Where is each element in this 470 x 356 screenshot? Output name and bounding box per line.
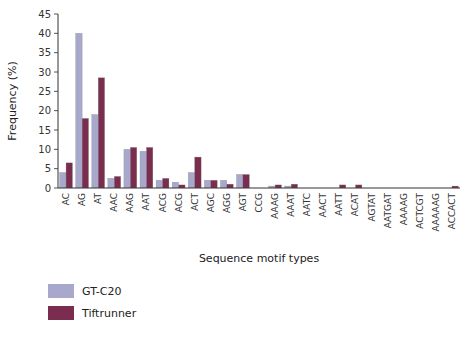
y-axis [58, 14, 59, 188]
legend-swatch [48, 306, 74, 320]
bar [130, 147, 136, 188]
legend: GT-C20 Tiftrunner [48, 284, 137, 320]
x-axis [58, 188, 460, 189]
bar [172, 182, 178, 188]
legend-label: Tiftrunner [81, 307, 137, 320]
y-tick-label: 40 [38, 28, 51, 39]
bar [211, 180, 217, 188]
y-tick-label: 0 [45, 183, 51, 194]
bar [82, 118, 88, 188]
x-axis-label: Sequence motif types [199, 252, 320, 265]
bar [163, 178, 169, 188]
bar [60, 173, 66, 188]
y-tick [54, 110, 58, 111]
bar [114, 176, 120, 188]
bar [76, 33, 82, 188]
x-tick-label: CCG [254, 193, 264, 213]
y-tick [54, 91, 58, 92]
bar [195, 157, 201, 188]
bar [188, 173, 194, 188]
x-tick-label: ACT [190, 192, 200, 210]
y-tick [54, 52, 58, 53]
x-tick-label: AAAAAG [431, 193, 441, 232]
x-tick-label: AAC [109, 193, 119, 212]
bar [124, 149, 130, 188]
x-tick-label: ACTCGT [415, 193, 425, 229]
x-tick-label: AAG [125, 193, 135, 212]
bar [243, 174, 249, 188]
bar [92, 115, 98, 188]
y-tick [54, 149, 58, 150]
y-tick [54, 72, 58, 73]
bar [66, 163, 72, 188]
x-tick-label: AATGAT [383, 193, 393, 229]
y-tick [54, 168, 58, 169]
bar [98, 78, 104, 188]
x-tick-label: AGC [206, 193, 216, 212]
y-tick [54, 188, 58, 189]
bar [220, 180, 226, 188]
bar [227, 184, 233, 188]
bar [140, 151, 146, 188]
y-axis-label: Frequency (%) [6, 61, 19, 140]
x-tick-label: AAAG [270, 193, 280, 219]
bar [291, 184, 297, 188]
bar [236, 174, 242, 188]
x-tick-label: ACAT [350, 193, 360, 217]
bar [108, 178, 114, 188]
x-tick-label: AG [77, 193, 87, 206]
y-tick [54, 33, 58, 34]
x-tick-label: AGTAT [367, 192, 377, 221]
bars [60, 33, 459, 188]
legend-label: GT-C20 [82, 285, 122, 298]
bar [146, 147, 152, 188]
chart: 0 5 10 15 20 25 30 35 40 45 AC AG AT AAC AAG AAT ACG ACG A… [0, 0, 470, 356]
x-tick-label: AGT [238, 193, 248, 212]
x-tick-label: ACCACT [447, 193, 457, 230]
y-tick-label: 20 [38, 105, 51, 116]
x-tick-label: ACG [174, 193, 184, 212]
bar [156, 180, 162, 188]
y-tick-label: 15 [38, 125, 51, 136]
x-tick-label: ACG [158, 193, 168, 212]
x-tick-label: AC [61, 193, 71, 205]
y-tick-label: 30 [38, 67, 51, 78]
x-tick-label: AT [93, 193, 103, 204]
x-tick-label: AAAT [286, 193, 296, 217]
x-tick-label: AAAAG [399, 193, 409, 225]
y-tick-label: 10 [38, 144, 51, 155]
bar [204, 180, 210, 188]
y-tick [54, 130, 58, 131]
x-tick-label: AACT [318, 192, 328, 217]
y-tick-label: 35 [38, 47, 51, 58]
x-tick-label: AGG [222, 193, 232, 213]
y-tick-label: 25 [38, 86, 51, 97]
x-tick-label: AAT [141, 193, 151, 211]
x-tick-label: AATT [334, 192, 344, 215]
x-tick-label: AATC [302, 193, 312, 216]
y-tick-label: 45 [38, 9, 51, 20]
legend-swatch [48, 284, 74, 298]
y-tick-label: 5 [45, 163, 51, 174]
y-tick [54, 14, 58, 15]
